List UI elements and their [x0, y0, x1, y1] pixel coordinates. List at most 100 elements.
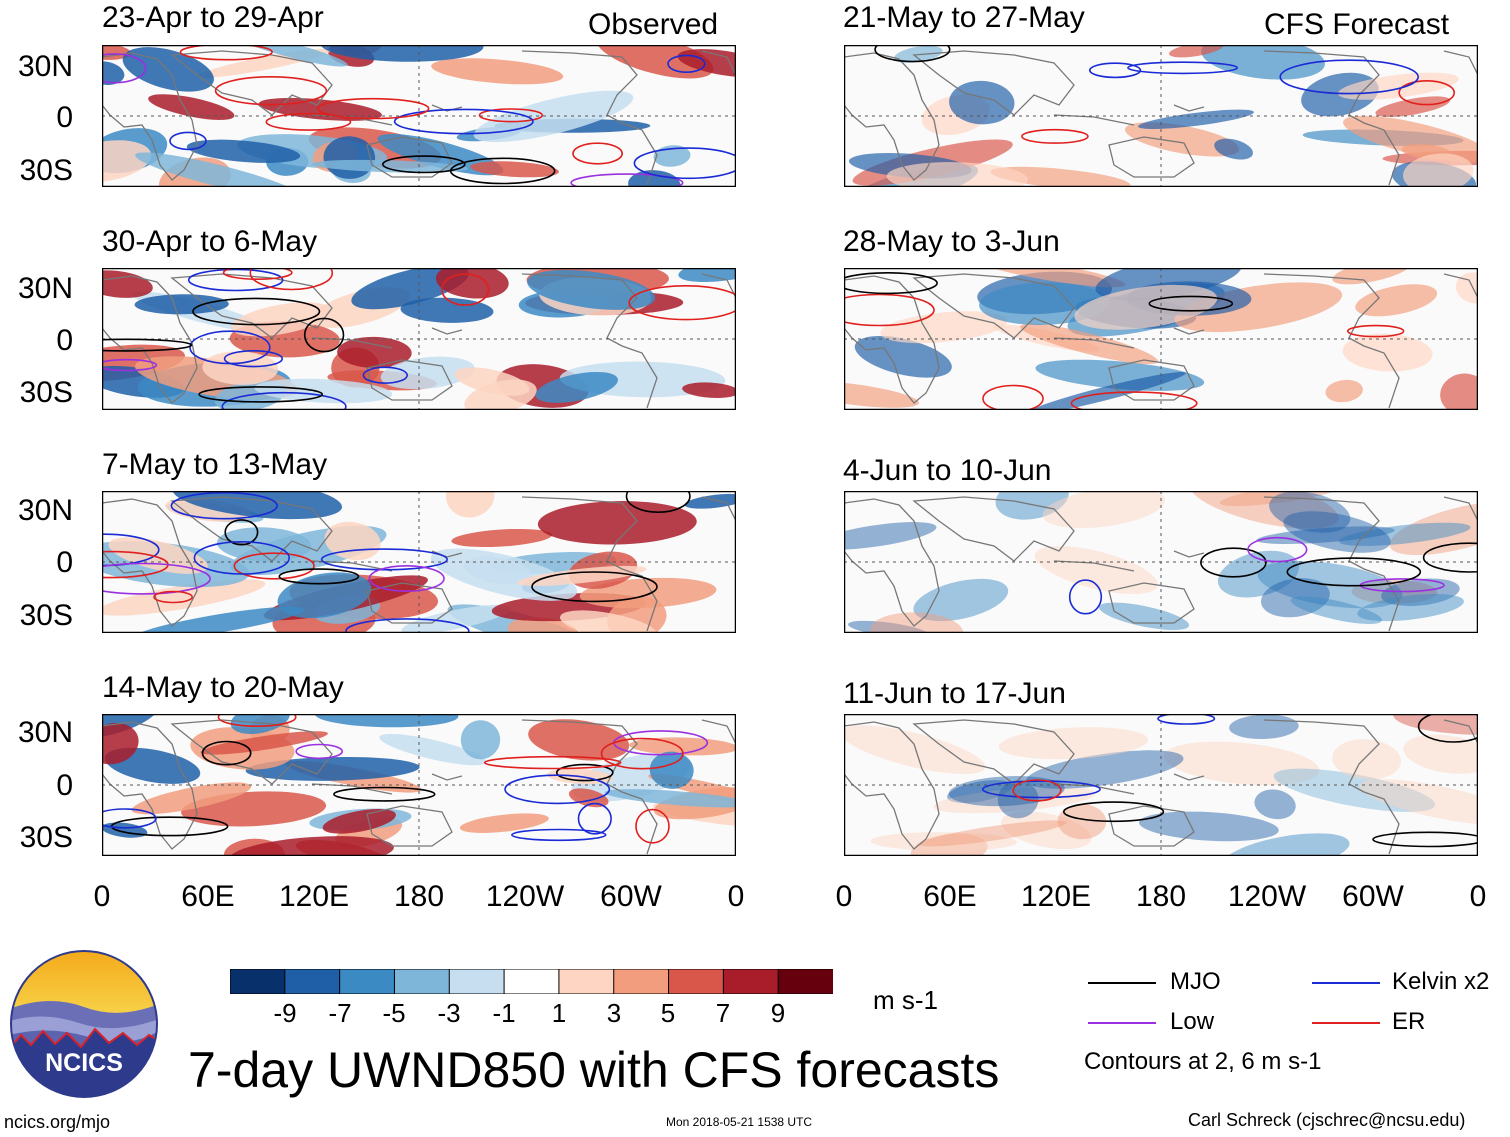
wave-contour — [628, 285, 736, 321]
anomaly-shade — [560, 610, 658, 633]
anomaly-shade — [933, 787, 1096, 814]
coastlines — [102, 50, 736, 186]
panel-frame — [102, 714, 736, 856]
colorbar-tick: 1 — [551, 998, 567, 1028]
wave-contour — [102, 808, 157, 829]
wave-contour — [223, 349, 283, 368]
anomaly-shade — [1020, 323, 1159, 365]
anomaly-shade — [324, 521, 381, 561]
wave-contour — [153, 590, 194, 604]
anomaly-shade — [1325, 379, 1363, 403]
anomaly-shade — [527, 269, 656, 310]
wave-contour — [193, 541, 291, 575]
anomaly-shade — [1389, 501, 1478, 556]
coastline — [701, 273, 736, 299]
anomaly-shade — [848, 620, 929, 633]
wave-contour — [1279, 59, 1420, 95]
anomaly-shade — [1034, 546, 1158, 594]
coastline — [1173, 104, 1205, 112]
coastline — [1173, 327, 1205, 335]
map-panel-observed-2 — [102, 268, 736, 410]
wave-contour — [1422, 542, 1478, 573]
wave-contour — [179, 45, 273, 61]
wave-contour — [570, 173, 684, 187]
wave-contour — [393, 108, 534, 135]
coastline — [102, 721, 198, 850]
wave-contour — [483, 755, 622, 770]
coastline — [1108, 136, 1195, 178]
anomaly-shade — [998, 727, 1149, 760]
wave-contour — [449, 157, 556, 185]
wave-contour — [577, 802, 612, 835]
anomaly-shade — [1163, 741, 1320, 786]
coastline — [701, 50, 736, 76]
anomaly-shade — [1189, 491, 1339, 529]
coastline — [844, 498, 940, 627]
lat-label-30n: 30N — [17, 50, 73, 83]
wave-contour — [874, 45, 951, 63]
wave-contour — [844, 293, 935, 327]
panel-title-forecast-1: 21-May to 27-May — [843, 1, 1085, 34]
wave-contour — [667, 54, 706, 73]
wave-contour — [265, 112, 352, 131]
legend-mjo-label: MJO — [1170, 968, 1221, 995]
legend-mjo-line — [1088, 982, 1156, 984]
legend-kelvin-label: Kelvin x2 — [1392, 968, 1490, 995]
footer-link[interactable]: ncics.org/mjo — [4, 1112, 111, 1132]
anomaly-shade — [604, 789, 736, 808]
anomaly-shade — [1338, 522, 1471, 546]
anomaly-shade — [1332, 268, 1412, 285]
anomaly-shade — [1343, 115, 1478, 163]
wave-contour — [981, 780, 1101, 799]
lon-label: 120W — [1227, 880, 1307, 913]
coastline — [1108, 582, 1195, 624]
anomaly-shade — [869, 612, 964, 633]
coastline — [844, 52, 940, 181]
lat-label-30s: 30S — [19, 821, 73, 854]
wave-contour — [844, 272, 938, 295]
map-panel-forecast-1 — [844, 45, 1478, 187]
wave-contour — [317, 97, 430, 120]
cfs-forecast-label: CFS Forecast — [1264, 8, 1450, 41]
coastline — [311, 783, 393, 795]
colorbar-swatch — [558, 968, 615, 995]
anomaly-shade — [102, 722, 139, 765]
anomaly-shade — [322, 808, 396, 834]
wave-contour — [303, 317, 345, 353]
map-panel-observed-4 — [102, 714, 736, 856]
lon-label: 120E — [1020, 880, 1092, 913]
wave-contour — [102, 53, 147, 84]
wave-contour — [1068, 579, 1103, 615]
wave-contour — [214, 76, 328, 106]
anomaly-shade — [677, 49, 736, 78]
panel-title-observed-3: 7-May to 13-May — [102, 448, 328, 481]
wave-contour — [295, 743, 343, 760]
anomaly-shade — [949, 80, 1015, 125]
anomaly-shade — [948, 776, 1065, 807]
wave-contour — [600, 737, 684, 770]
lon-label: 120E — [278, 880, 350, 913]
anomaly-shade — [649, 751, 694, 789]
coastline — [311, 337, 393, 349]
coastline — [366, 582, 453, 624]
lat-label-30n: 30N — [17, 272, 73, 305]
wave-contour — [102, 562, 211, 595]
footer-timestamp: Mon 2018-05-21 1538 UTC — [666, 1115, 813, 1129]
lon-label: 60E — [923, 880, 977, 913]
anomaly-shade — [380, 356, 475, 390]
coastline — [366, 805, 453, 847]
panel-frame — [844, 491, 1478, 633]
wave-contour — [625, 491, 691, 513]
colorbar-swatch — [777, 968, 834, 995]
colorbar-swatch — [668, 968, 725, 995]
wave-contour — [1012, 779, 1062, 802]
coastlines — [844, 50, 1478, 186]
wave-contour — [982, 384, 1044, 410]
wave-contour — [511, 828, 607, 842]
colorbar-tick: 5 — [660, 998, 676, 1028]
lon-label: 60W — [1342, 880, 1404, 913]
anomaly-shade — [854, 336, 952, 378]
coastline — [1053, 337, 1135, 349]
panel-title-observed-1: 23-Apr to 29-Apr — [102, 1, 324, 34]
anomaly-shade — [277, 572, 372, 619]
